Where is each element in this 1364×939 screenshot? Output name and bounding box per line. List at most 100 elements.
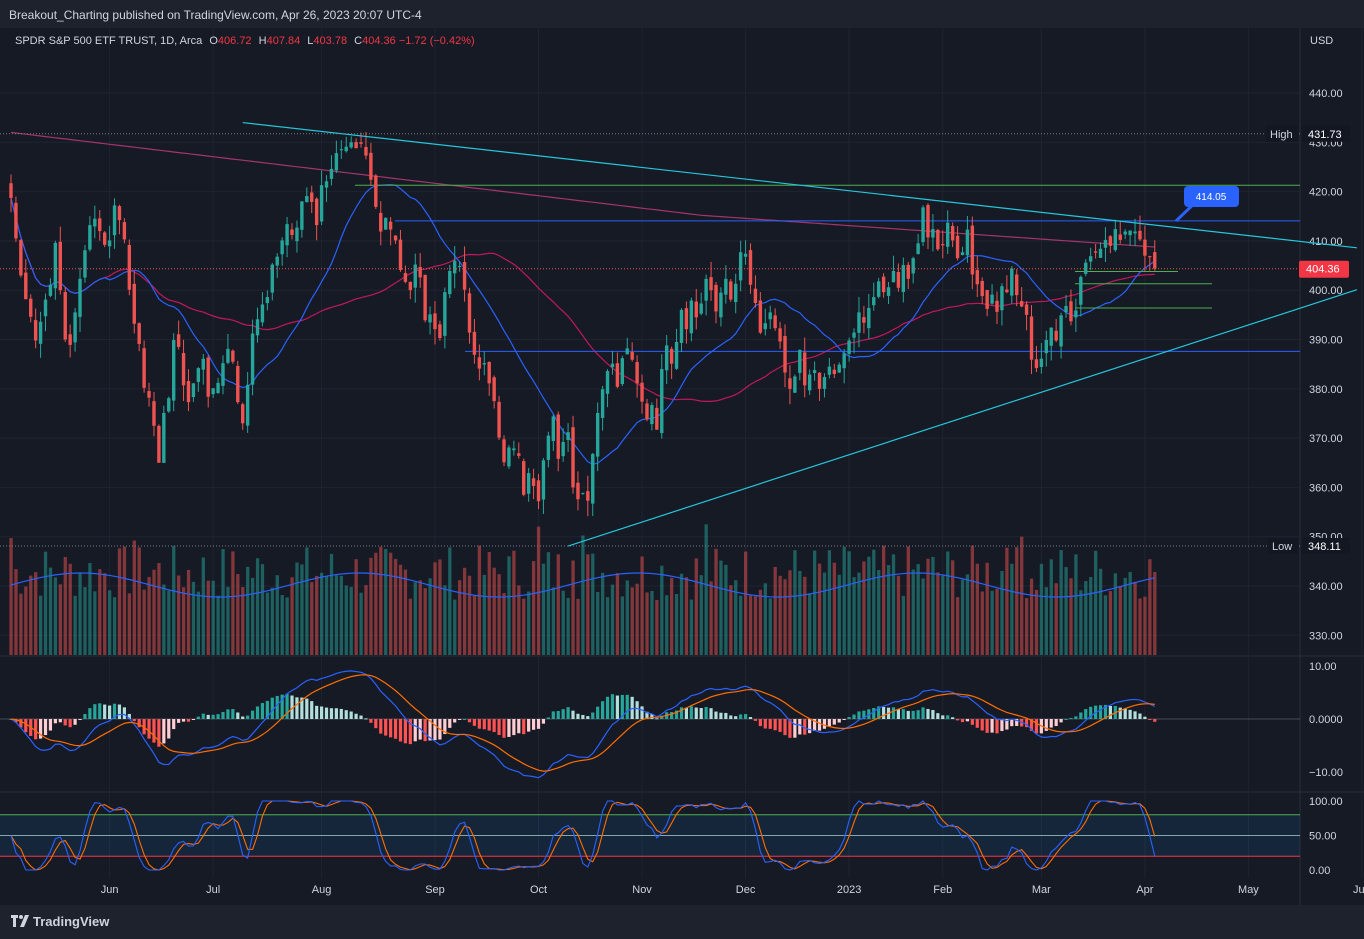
candle-body[interactable] <box>438 324 442 339</box>
candle-body[interactable] <box>290 229 294 235</box>
candle-body[interactable] <box>526 473 531 494</box>
candle-body[interactable] <box>1054 330 1058 341</box>
candle-body[interactable] <box>68 334 72 345</box>
candle-body[interactable] <box>881 276 886 293</box>
candle-body[interactable] <box>102 232 107 245</box>
candle-body[interactable] <box>310 192 314 202</box>
candle-body[interactable] <box>295 227 299 242</box>
callout-box[interactable] <box>1184 186 1239 207</box>
candle-body[interactable] <box>738 252 743 281</box>
candle-body[interactable] <box>566 432 570 441</box>
candle-body[interactable] <box>753 288 758 304</box>
candle-body[interactable] <box>93 218 97 227</box>
candle-body[interactable] <box>916 243 920 255</box>
candle-body[interactable] <box>157 425 161 463</box>
candle-body[interactable] <box>1123 231 1127 235</box>
candle-body[interactable] <box>734 283 738 303</box>
candle-body[interactable] <box>181 353 186 386</box>
candle-body[interactable] <box>812 370 817 374</box>
candle-body[interactable] <box>255 319 260 336</box>
candle-body[interactable] <box>245 384 250 426</box>
candle-body[interactable] <box>359 142 363 144</box>
candle-body[interactable] <box>472 331 477 355</box>
candle-body[interactable] <box>467 293 472 333</box>
candle-body[interactable] <box>73 312 77 343</box>
candle-body[interactable] <box>1024 304 1029 315</box>
candle-body[interactable] <box>196 368 201 382</box>
candle-body[interactable] <box>344 146 348 152</box>
candle-body[interactable] <box>58 241 62 291</box>
candle-body[interactable] <box>512 448 516 451</box>
candle-body[interactable] <box>428 314 432 323</box>
candle-body[interactable] <box>497 401 501 438</box>
candle-body[interactable] <box>946 222 950 247</box>
candle-body[interactable] <box>354 142 358 149</box>
candle-body[interactable] <box>664 345 669 371</box>
candle-body[interactable] <box>24 272 28 300</box>
candle-body[interactable] <box>9 183 13 199</box>
candle-body[interactable] <box>1010 268 1014 296</box>
candle-body[interactable] <box>369 152 373 180</box>
candle-body[interactable] <box>556 414 560 459</box>
candle-body[interactable] <box>492 377 496 402</box>
candle-body[interactable] <box>236 366 240 403</box>
candle-body[interactable] <box>398 239 403 270</box>
candle-body[interactable] <box>600 389 605 418</box>
candle-body[interactable] <box>482 363 486 365</box>
candle-body[interactable] <box>448 270 452 295</box>
candle-body[interactable] <box>571 427 575 488</box>
candle-body[interactable] <box>43 299 48 317</box>
candle-body[interactable] <box>423 274 427 321</box>
candle-body[interactable] <box>788 378 792 389</box>
candle-body[interactable] <box>418 266 422 278</box>
candle-body[interactable] <box>842 353 846 369</box>
candle-body[interactable] <box>995 300 999 312</box>
candle-body[interactable] <box>191 383 196 398</box>
candle-body[interactable] <box>1005 289 1009 293</box>
candle-body[interactable] <box>1128 230 1132 236</box>
candle-body[interactable] <box>876 281 881 297</box>
candle-body[interactable] <box>285 224 289 246</box>
candle-body[interactable] <box>29 298 33 317</box>
candle-body[interactable] <box>433 313 437 330</box>
candle-body[interactable] <box>33 320 38 341</box>
candle-body[interactable] <box>743 253 748 257</box>
candle-body[interactable] <box>551 416 555 441</box>
candle-body[interactable] <box>674 341 679 369</box>
candle-body[interactable] <box>832 369 837 375</box>
candle-body[interactable] <box>931 229 935 238</box>
candle-body[interactable] <box>152 401 156 426</box>
candle-body[interactable] <box>1034 359 1039 369</box>
candle-body[interactable] <box>334 153 339 171</box>
candle-body[interactable] <box>250 333 255 385</box>
candle-body[interactable] <box>857 312 861 333</box>
candle-body[interactable] <box>63 292 67 340</box>
candle-body[interactable] <box>201 358 205 370</box>
candle-body[interactable] <box>817 372 822 389</box>
candle-body[interactable] <box>1093 251 1098 253</box>
candle-body[interactable] <box>985 290 989 309</box>
candle-body[interactable] <box>911 258 915 274</box>
candle-body[interactable] <box>605 371 610 394</box>
candle-body[interactable] <box>689 300 694 334</box>
candle-body[interactable] <box>980 280 984 297</box>
candle-body[interactable] <box>650 405 654 425</box>
candle-body[interactable] <box>167 398 171 412</box>
candle-body[interactable] <box>1148 256 1152 258</box>
trendline-descending[interactable] <box>242 121 1357 249</box>
candle-body[interactable] <box>477 357 482 369</box>
candle-body[interactable] <box>457 266 462 268</box>
candle-body[interactable] <box>305 196 309 203</box>
candle-body[interactable] <box>462 261 467 290</box>
candle-body[interactable] <box>379 212 383 232</box>
candle-body[interactable] <box>620 358 625 384</box>
candle-body[interactable] <box>88 225 92 250</box>
candle-body[interactable] <box>852 332 856 338</box>
candle-body[interactable] <box>206 357 210 397</box>
candle-body[interactable] <box>990 294 994 304</box>
candle-body[interactable] <box>704 278 708 301</box>
candle-body[interactable] <box>1113 229 1118 251</box>
candle-body[interactable] <box>669 348 674 364</box>
candle-body[interactable] <box>1039 358 1044 367</box>
candle-body[interactable] <box>803 352 807 386</box>
